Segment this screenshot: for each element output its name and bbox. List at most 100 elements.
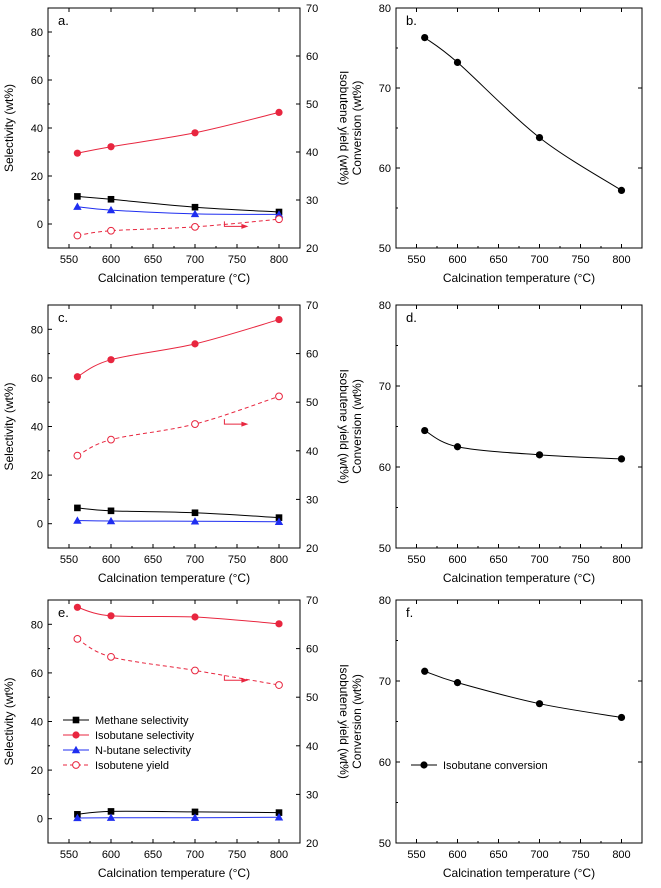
- y-axis-title: Selectivity (wt%): [2, 677, 16, 765]
- series-line: [77, 395, 280, 457]
- series-line: [77, 218, 280, 237]
- y2-tick-label: 20: [306, 243, 318, 255]
- x-tick-label: 750: [228, 849, 246, 861]
- series-line: [77, 816, 280, 819]
- data-point: [190, 517, 200, 525]
- x-tick-label: 700: [186, 254, 204, 266]
- y2-tick-label: 60: [306, 644, 318, 656]
- data-point: [107, 612, 115, 620]
- y2-tick-label: 30: [306, 195, 318, 207]
- series-line: [77, 195, 280, 213]
- right-axis-arrow: [223, 419, 249, 427]
- data-point: [275, 108, 283, 116]
- right-axis-arrow: [223, 675, 249, 683]
- series-methane-selectivity: [74, 193, 283, 216]
- series-n-butane-selectivity: [73, 202, 284, 218]
- data-point: [275, 315, 283, 324]
- arrow-shaft: [223, 221, 245, 227]
- x-tick-label: 800: [612, 254, 630, 266]
- y-tick-label: 80: [31, 324, 43, 336]
- y-tick-label: 70: [379, 381, 391, 393]
- y-tick-label: 20: [31, 470, 43, 482]
- data-point: [535, 451, 544, 459]
- y2-tick-label: 30: [306, 494, 318, 506]
- series-n-butane-selectivity: [73, 516, 284, 525]
- y-tick-label: 60: [31, 75, 43, 87]
- y-tick-label: 0: [37, 219, 43, 231]
- data-point: [107, 195, 115, 203]
- y-tick-label: 40: [31, 717, 43, 729]
- data-point: [74, 504, 81, 512]
- plot-frame: [395, 599, 643, 844]
- series-line: [77, 319, 280, 378]
- y2-tick-label: 70: [306, 300, 318, 312]
- data-point: [421, 34, 429, 42]
- y-tick-label: 50: [379, 543, 391, 555]
- data-point: [191, 222, 199, 231]
- plot-frame: [395, 7, 643, 249]
- series-n-butane-selectivity: [73, 813, 284, 822]
- y-tick-label: 50: [379, 838, 391, 850]
- legend-label: Isobutane selectivity: [95, 730, 195, 742]
- series-methane-selectivity: [74, 808, 283, 818]
- y-tick-label: 80: [31, 27, 43, 39]
- data-point: [191, 613, 199, 621]
- data-point: [535, 700, 544, 708]
- panel-f: 550 600 650 700 750 800 50 60 70 80 Calcination te…: [350, 595, 643, 880]
- data-point: [190, 813, 200, 821]
- series-line: [77, 810, 280, 815]
- panel-label: f.: [406, 605, 413, 620]
- x-tick-label: 800: [612, 554, 630, 566]
- data-point: [74, 193, 81, 200]
- y-tick-label: 80: [379, 595, 391, 607]
- plot-frame: [47, 7, 301, 249]
- x-tick-label: 550: [407, 254, 425, 266]
- y-tick-label: 80: [31, 619, 43, 631]
- x-tick-label: 700: [530, 849, 548, 861]
- series-isobutane-selectivity: [73, 108, 283, 157]
- data-point: [191, 509, 199, 517]
- x-axis-title: Calcination temperature (°C): [443, 866, 595, 880]
- x-tick-label: 800: [612, 849, 630, 861]
- x-tick-label: 550: [60, 554, 78, 566]
- y-tick-label: 60: [31, 373, 43, 385]
- x-tick-label: 650: [489, 849, 507, 861]
- legend: Isobutane conversion: [411, 760, 548, 772]
- x-axis-title: Calcination temperature (°C): [443, 271, 595, 285]
- legend: Methane selectivity Isobutane selectivity…: [63, 715, 195, 772]
- x-tick-label: 700: [530, 254, 548, 266]
- data-point: [73, 451, 82, 460]
- x-tick-label: 550: [407, 849, 425, 861]
- panel-label: b.: [406, 13, 417, 28]
- data-point: [73, 813, 82, 822]
- y-tick-label: 70: [379, 676, 391, 688]
- data-point: [106, 205, 116, 214]
- x-axis-title: Calcination temperature (°C): [98, 866, 250, 880]
- series-line: [77, 111, 280, 154]
- y-axis-title: Conversion (wt%): [350, 674, 364, 769]
- legend-marker: [72, 731, 80, 739]
- x-tick-label: 650: [489, 554, 507, 566]
- x-tick-label: 800: [270, 849, 288, 861]
- x-tick-label: 550: [60, 849, 78, 861]
- data-point: [73, 603, 81, 611]
- data-point: [107, 356, 115, 364]
- x-tick-label: 550: [407, 554, 425, 566]
- y-tick-label: 0: [37, 814, 43, 826]
- legend-marker: [72, 761, 80, 769]
- y-axis-title: Selectivity (wt%): [2, 382, 16, 470]
- y2-tick-label: 40: [306, 741, 318, 753]
- y-tick-label: 0: [37, 519, 43, 531]
- series-isobutane-conversion: [421, 426, 626, 463]
- panel-label: d.: [406, 310, 417, 325]
- x-tick-label: 700: [186, 849, 204, 861]
- series-isobutane-conversion: [421, 34, 626, 194]
- legend-marker: [72, 716, 80, 724]
- y2-tick-label: 60: [306, 349, 318, 361]
- data-point: [275, 392, 283, 401]
- series-line: [77, 520, 280, 523]
- data-point: [453, 679, 462, 687]
- arrow-shaft: [223, 419, 245, 425]
- y2-tick-label: 40: [306, 147, 318, 159]
